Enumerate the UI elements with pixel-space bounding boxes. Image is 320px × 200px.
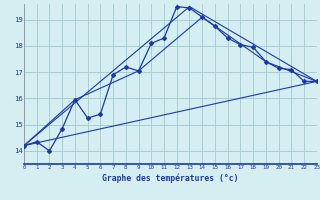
X-axis label: Graphe des températures (°c): Graphe des températures (°c) bbox=[102, 173, 239, 183]
